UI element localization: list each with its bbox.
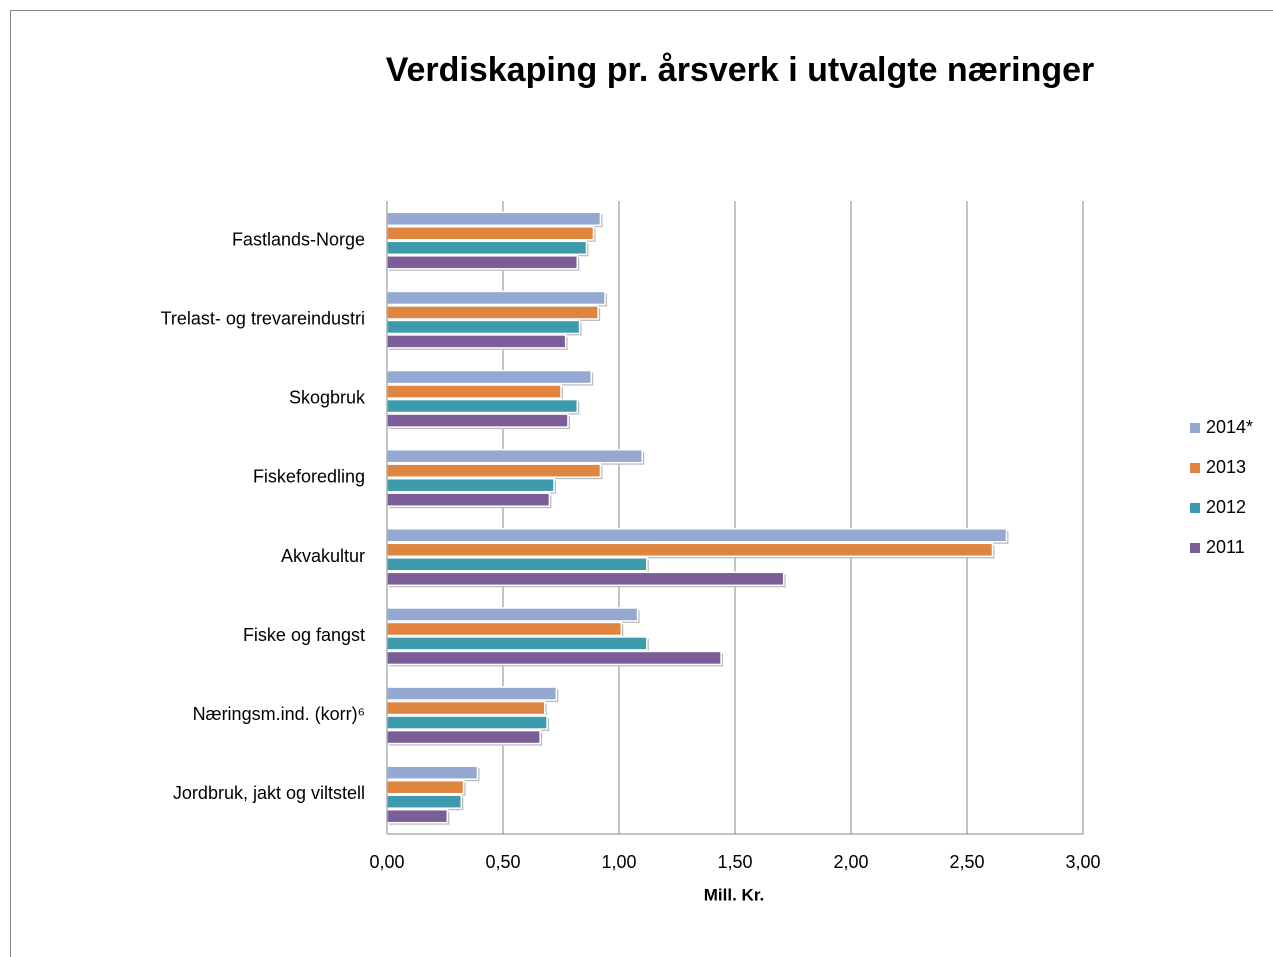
chart-border — [10, 10, 1273, 957]
bar — [386, 226, 595, 241]
x-tick-label: 2,50 — [949, 852, 984, 872]
bar — [386, 528, 1008, 543]
bar — [386, 636, 648, 651]
bar — [386, 765, 479, 780]
bar — [386, 384, 562, 399]
legend-swatch — [1190, 503, 1200, 513]
bar — [386, 650, 722, 666]
bar — [386, 700, 546, 716]
bar — [386, 794, 462, 809]
bar — [386, 448, 643, 464]
legend-swatch — [1190, 543, 1200, 553]
bar — [386, 240, 588, 256]
x-tick-label: 2,00 — [833, 852, 868, 872]
legend-label: 2012 — [1206, 497, 1246, 517]
y-tick-label: Næringsm.ind. (korr)⁶ — [193, 704, 365, 724]
y-tick-label: Fiske og fangst — [243, 625, 365, 645]
x-tick-label: 1,50 — [717, 852, 752, 872]
y-tick-label: Skogbruk — [289, 388, 366, 408]
bar — [386, 686, 558, 701]
bar — [386, 477, 555, 493]
x-axis-title: Mill. Kr. — [704, 885, 764, 904]
bar — [386, 398, 578, 414]
bar — [386, 607, 639, 622]
y-tick-label: Trelast- og trevareindustri — [161, 308, 365, 328]
chart-title: Verdiskaping pr. årsverk i utvalgte næri… — [386, 51, 1095, 89]
bar — [386, 211, 602, 227]
bar — [386, 463, 602, 478]
bar — [386, 305, 599, 320]
legend-swatch — [1190, 423, 1200, 433]
y-tick-label: Fastlands-Norge — [232, 229, 365, 249]
bar — [386, 255, 578, 270]
legend-swatch — [1190, 463, 1200, 473]
bar — [386, 808, 449, 824]
bar — [386, 290, 606, 306]
bar — [386, 413, 569, 428]
bar — [386, 542, 994, 558]
legend-label: 2014* — [1206, 417, 1253, 437]
y-tick-label: Jordbruk, jakt og viltstell — [173, 783, 365, 803]
y-tick-label: Fiskeforedling — [253, 467, 365, 487]
x-tick-label: 0,00 — [369, 852, 404, 872]
bar — [386, 571, 785, 587]
bar — [386, 334, 567, 349]
x-tick-label: 3,00 — [1065, 852, 1100, 872]
bar — [386, 621, 623, 637]
bar — [386, 369, 592, 385]
legend-label: 2011 — [1206, 537, 1245, 557]
legend-label: 2013 — [1206, 457, 1246, 477]
bar — [386, 492, 551, 507]
x-tick-label: 0,50 — [485, 852, 520, 872]
bar — [386, 779, 465, 795]
bar — [386, 715, 548, 730]
bar — [386, 557, 648, 572]
bar — [386, 319, 581, 335]
bar — [386, 729, 541, 745]
y-tick-label: Akvakultur — [281, 546, 365, 566]
x-tick-label: 1,00 — [601, 852, 636, 872]
